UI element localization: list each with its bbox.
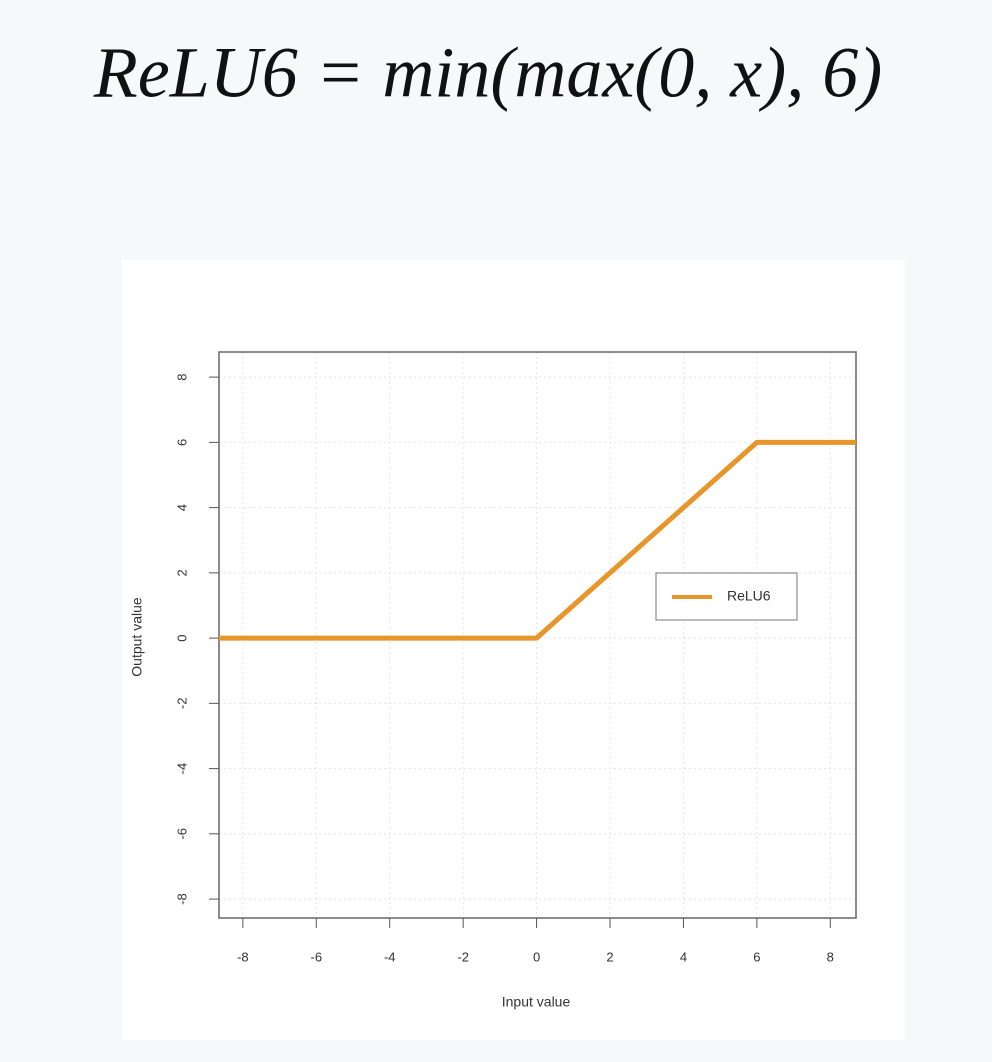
y-tick-label: -6 bbox=[174, 828, 189, 840]
plot-frame bbox=[218, 351, 857, 919]
x-tick-label: -2 bbox=[457, 949, 469, 964]
y-tick-label: 2 bbox=[174, 569, 189, 576]
chart-panel bbox=[122, 260, 905, 1040]
y-tick-label: -2 bbox=[174, 698, 189, 710]
y-axis-label: Output value bbox=[129, 597, 145, 677]
y-tick-label: 4 bbox=[174, 504, 189, 511]
x-axis-label: Input value bbox=[502, 994, 571, 1010]
data-line bbox=[219, 439, 856, 641]
y-tick-label: 6 bbox=[174, 439, 189, 446]
x-tick-label: -6 bbox=[311, 949, 323, 964]
y-tick-label: -4 bbox=[174, 763, 189, 775]
y-tick-label: 0 bbox=[174, 634, 189, 641]
y-tick-label: 8 bbox=[174, 374, 189, 381]
x-tick-label: 0 bbox=[533, 949, 540, 964]
x-tick-label: 8 bbox=[827, 949, 834, 964]
x-tick-label: 6 bbox=[753, 949, 760, 964]
legend-label: ReLU6 bbox=[727, 588, 771, 604]
x-tick-label: 2 bbox=[606, 949, 613, 964]
formula: ReLU6 = min(max(0, x), 6) bbox=[93, 33, 882, 113]
y-tick-label: -8 bbox=[174, 893, 189, 905]
x-tick-label: -4 bbox=[384, 949, 396, 964]
x-tick-label: 4 bbox=[680, 949, 687, 964]
x-tick-label: -8 bbox=[237, 949, 249, 964]
